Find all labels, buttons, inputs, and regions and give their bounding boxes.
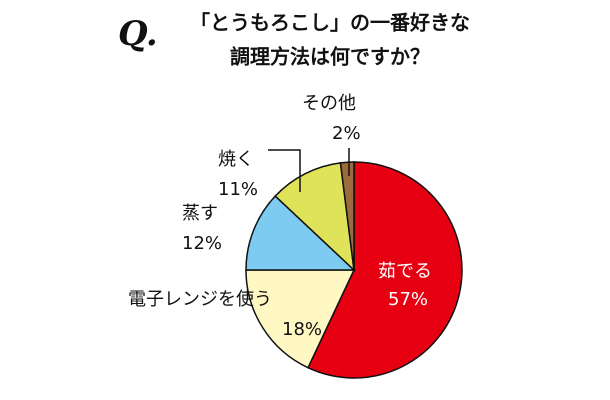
- pie-slice: [274, 162, 356, 272]
- slice-label: 焼く: [218, 149, 254, 170]
- chart-title: 「とうもろこし」の一番好きな: [190, 11, 470, 35]
- pie-slice: [339, 161, 355, 271]
- value-label: 57%: [388, 289, 428, 310]
- value-label: 12%: [182, 233, 222, 254]
- leader-line: [268, 149, 301, 192]
- slice-label: その他: [302, 93, 356, 114]
- slice-label: 電子レンジを使う: [128, 289, 272, 310]
- slice-label: 茹でる: [378, 261, 432, 282]
- value-label: 11%: [218, 179, 258, 200]
- slice-label: 蒸す: [182, 203, 218, 224]
- pie-slice: [245, 195, 356, 271]
- pie-slice: [245, 269, 356, 369]
- chart-title: 調理方法は何ですか？: [230, 45, 430, 69]
- value-label: 18%: [282, 319, 322, 340]
- pie-slice: [307, 161, 463, 379]
- title-prefix: Q.: [118, 14, 158, 54]
- value-label: 2%: [332, 123, 361, 144]
